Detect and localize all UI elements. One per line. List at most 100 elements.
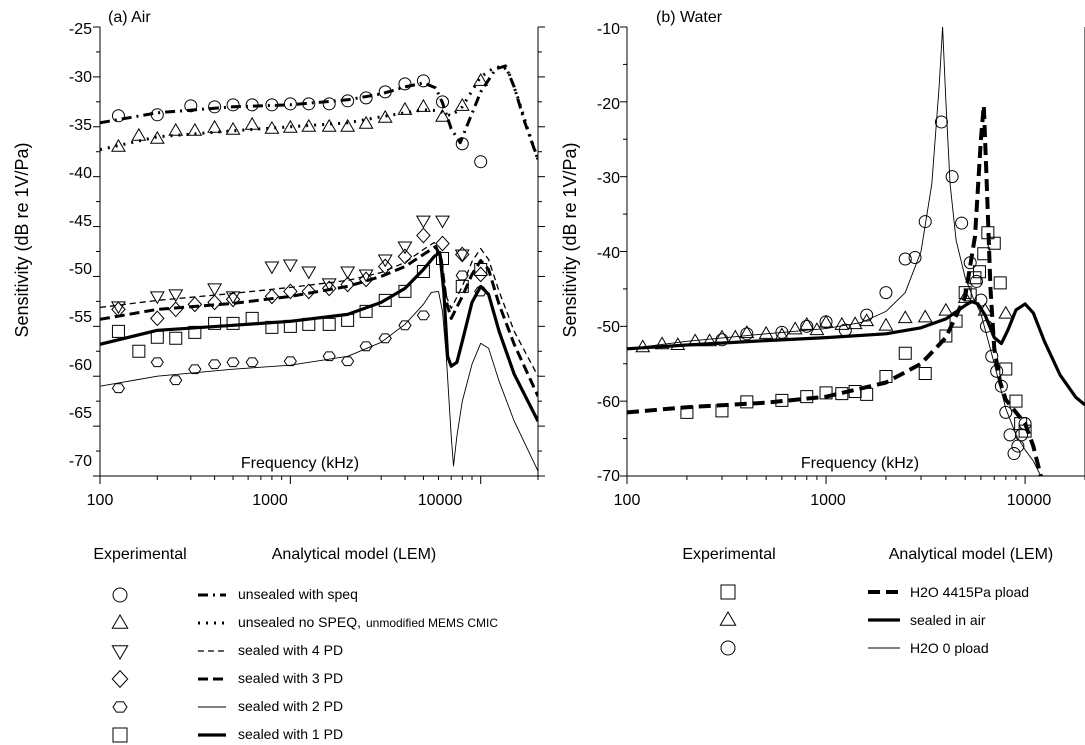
legend-a-header-model: Analytical model (LEM) [272, 546, 437, 563]
panel-b-xtick-label: 1000 [810, 492, 846, 509]
panel-a-data-point [283, 319, 297, 333]
panel-a-data-point [168, 289, 184, 303]
panel-b-ytick-label: -40 [597, 245, 620, 262]
panel-a-model-line [100, 250, 538, 422]
panel-b-data-point [838, 323, 852, 337]
panel-a-data-point [283, 356, 297, 367]
panel-a-data-point [111, 301, 126, 318]
panel-a-data-point [435, 235, 450, 252]
panel-a-ylabel: Sensitivity (dB re 1V/Pa) [12, 142, 32, 337]
panel-b-data-point [740, 395, 754, 409]
panel-b-data-point [800, 319, 814, 333]
panel-b-xtick-label: 10000 [1007, 492, 1052, 509]
panel-a-data-point [132, 344, 146, 358]
panel-b-data-point [918, 366, 932, 380]
panel-a-data-point [207, 359, 222, 370]
panel-a-data-point [301, 118, 317, 132]
panel-b-data-point [635, 339, 651, 353]
legend-a-label: sealed with 4 PD [238, 642, 343, 658]
panel-b-data-point [993, 276, 1007, 290]
panel-a-data-point [188, 325, 202, 339]
panel-a-data-point [473, 72, 489, 86]
panel-b-data-point [787, 321, 803, 335]
panel-b-data-point [800, 390, 814, 404]
panel-b-data-point [963, 288, 977, 302]
panel-b-data-point [847, 316, 863, 330]
panel-a-data-point [282, 259, 298, 273]
panel-a-data-point [398, 77, 412, 91]
panel-b-data-point [945, 170, 959, 184]
panel-a-data-point [397, 101, 413, 115]
legend-water: Experimental Analytical model (LEM) H2O … [682, 546, 1053, 656]
legend-b-marker [720, 584, 736, 600]
panel-a-data-point [264, 120, 280, 134]
panel-a-ytick-label: -45 [69, 213, 92, 230]
panel-a-label: (a) Air [108, 9, 151, 26]
panel-a-data-point [149, 291, 165, 305]
panel-a-data-point [282, 119, 298, 133]
panel-b-data-point [654, 336, 670, 350]
panel-a-data-point [321, 280, 337, 297]
panel-a-ytick-label: -50 [69, 261, 92, 278]
panel-b-data-point [980, 319, 994, 333]
panel-a-data-point [359, 304, 373, 318]
panel-b-data-point [977, 247, 991, 261]
panel-b-data-point [969, 274, 983, 288]
legend-b-label: H2O 4415Pa pload [910, 584, 1029, 600]
panel-b-data-point [998, 305, 1014, 319]
panel-a-data-point [358, 115, 374, 129]
panel-a-data-point [264, 288, 280, 305]
panel-a-data-point [474, 155, 488, 169]
panel-a-data-point [283, 97, 297, 111]
panel-a-model-line [100, 245, 538, 397]
panel-a-data-point [225, 291, 241, 308]
panel-a-data-point [341, 94, 355, 108]
legend-a-marker [111, 669, 129, 689]
legend-b-label: H2O 0 pload [910, 640, 989, 656]
panel-a-data-point [150, 108, 164, 122]
panel-a-data-point [150, 330, 164, 344]
panel-b-data-point [977, 302, 993, 316]
legend-a-label: unsealed with speq [238, 586, 358, 602]
panel-b-data-point [775, 393, 789, 407]
panel-b-y-tick-labels: -10 -20 -30 -40 -50 -60 -70 [597, 21, 620, 485]
panel-b-data-point [878, 317, 894, 331]
panel-a-data-point [416, 227, 431, 244]
legend-a-marker [111, 645, 129, 661]
panel-a-data-point [208, 316, 222, 330]
panel-b-data-point [818, 314, 834, 328]
panel-a-data-point [455, 270, 469, 281]
panel-a-data-point [435, 215, 450, 229]
panel-b-data-point [999, 405, 1013, 419]
panel-b-data-point [999, 362, 1013, 376]
panel-b-xtick-label: 100 [614, 492, 641, 509]
panel-a-y-tick-labels: -25 -30 -35 -40 -45 -50 -55 -60 -65 -70 [69, 21, 92, 470]
panel-a-data-point [454, 246, 470, 263]
panel-b-data-point [819, 315, 833, 329]
panel-b-ytick-label: -10 [597, 21, 620, 38]
panel-a-data-point [226, 316, 240, 330]
panel-a-xtick-label: 1000 [252, 492, 288, 509]
panel-a-ytick-label: -25 [69, 21, 92, 38]
legend-b-label: sealed in air [910, 612, 986, 628]
panel-a-data-point [378, 333, 392, 344]
panel-a-data-point [341, 356, 355, 367]
panel-b-data-point [1018, 417, 1032, 431]
panel-b-label: (b) Water [656, 9, 723, 26]
panel-b-ytick-label: -50 [597, 319, 620, 336]
legend-a-marker [112, 587, 128, 603]
panel-b-data-point [835, 387, 849, 401]
panel-a-ytick-label: -35 [69, 117, 92, 134]
panel-b-data-point [897, 310, 913, 324]
panel-b-data-point [774, 327, 790, 341]
panel-a-ytick-label: -30 [69, 69, 92, 86]
panel-a-data-point [435, 108, 450, 122]
panel-b-data-point [963, 256, 977, 270]
panel-water: (b) Water Sensitivity (dB re 1V/Pa) Freq… [560, 9, 1085, 509]
panel-a-data-point [245, 98, 259, 112]
panel-b-data-point [714, 329, 730, 343]
panel-b-data-point [758, 325, 774, 339]
panel-b-model-line [627, 103, 1043, 476]
legend-a-marker [112, 727, 128, 743]
panel-b-data-point [1011, 439, 1025, 453]
